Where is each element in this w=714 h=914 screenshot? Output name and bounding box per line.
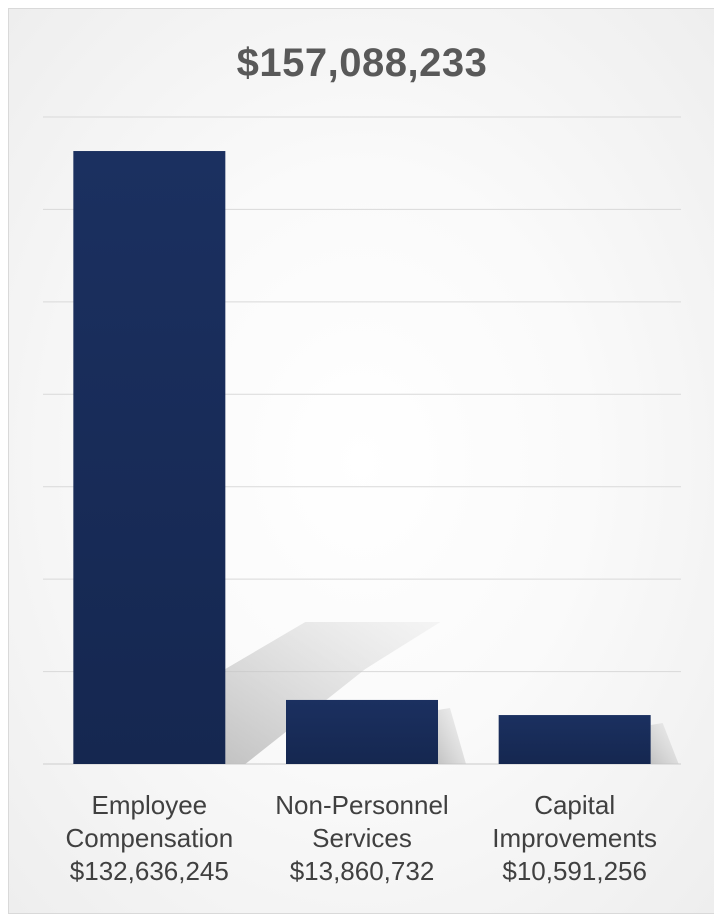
bar-shadows bbox=[225, 622, 679, 764]
tick-label: Non-Personnel bbox=[275, 790, 449, 820]
bar bbox=[498, 715, 651, 764]
tick-label: Services bbox=[312, 823, 412, 853]
data-label: $132,636,245 bbox=[69, 856, 229, 886]
chart-frame: $157,088,233 Employee Compensation $132,63… bbox=[8, 8, 714, 914]
chart-title: $157,088,233 bbox=[236, 41, 488, 85]
tick-label: Employee bbox=[91, 790, 208, 820]
bar bbox=[286, 699, 438, 764]
bar-shadow bbox=[438, 707, 466, 764]
tick-label: Improvements bbox=[492, 823, 658, 853]
tick-label: Compensation bbox=[65, 823, 234, 853]
plot-area bbox=[43, 116, 681, 765]
category-label: Non-Personnel Services $13,860,732 bbox=[257, 789, 467, 888]
data-label: $13,860,732 bbox=[289, 856, 435, 886]
bars bbox=[73, 151, 651, 764]
category-label: Employee Compensation $132,636,245 bbox=[44, 789, 254, 888]
category-label: Capital Improvements $10,591,256 bbox=[470, 789, 680, 888]
tick-label: Capital bbox=[534, 790, 616, 820]
bar bbox=[73, 151, 226, 764]
data-label: $10,591,256 bbox=[502, 856, 647, 886]
bar-shadow bbox=[650, 723, 679, 764]
bar-shadow bbox=[225, 622, 441, 764]
